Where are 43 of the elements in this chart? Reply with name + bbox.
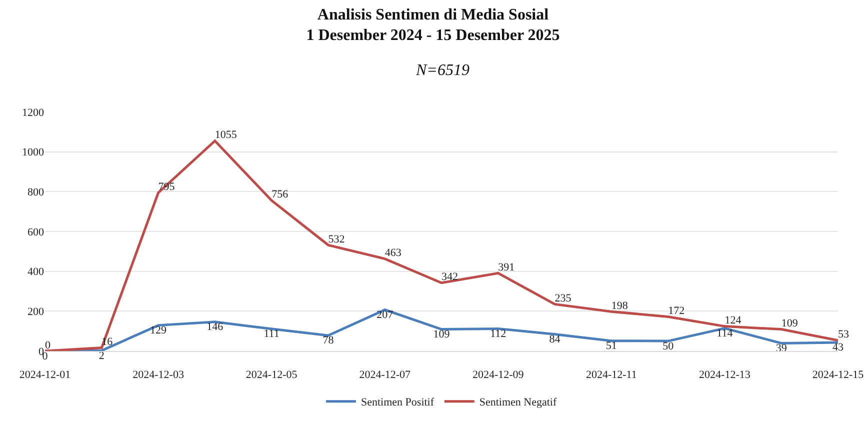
data-label: 84: [549, 334, 561, 346]
legend-label: Sentimen Positif: [361, 396, 434, 409]
data-label: 129: [150, 324, 168, 337]
y-tick-label: 1200: [22, 106, 44, 119]
data-label: 172: [668, 304, 685, 317]
x-tick-label: 2024-12-05: [246, 369, 298, 382]
data-label: 50: [662, 340, 674, 352]
x-tick-label: 2024-12-13: [699, 369, 751, 382]
data-label: 198: [611, 300, 628, 312]
data-label: 124: [724, 314, 742, 327]
data-label: 391: [498, 261, 515, 274]
x-tick-label: 2024-12-07: [359, 369, 412, 382]
data-label: 342: [442, 271, 458, 284]
chart-subtitle: N=6519: [415, 62, 470, 79]
data-label: 235: [554, 292, 572, 304]
y-tick-label: 800: [28, 186, 44, 199]
data-label: 109: [781, 318, 798, 330]
y-tick-label: 400: [28, 266, 44, 278]
data-label: 111: [264, 328, 280, 340]
x-tick-label: 2024-12-03: [132, 369, 184, 382]
data-label: 112: [490, 328, 506, 340]
legend-label: Sentimen Negatif: [479, 396, 557, 409]
data-label: 207: [376, 309, 394, 322]
data-label: 43: [832, 342, 844, 354]
y-tick-label: 1000: [22, 146, 44, 159]
data-label: 53: [838, 328, 850, 341]
chart-title: Analisis Sentimen di Media Sosial 1 Desember 2024 - 15 Desember 2025: [306, 6, 560, 44]
x-tick-label: 2024-12-11: [586, 369, 637, 382]
x-tick-label: 2024-12-15: [812, 369, 864, 382]
data-label: 532: [328, 233, 345, 246]
x-tick-label: 2024-12-01: [19, 369, 71, 382]
data-label: 1055: [214, 129, 238, 142]
data-label: 2: [98, 350, 104, 362]
data-label: 756: [272, 188, 289, 201]
data-label: 51: [606, 340, 617, 352]
data-label: 146: [206, 321, 224, 334]
y-tick-label: 600: [28, 226, 44, 238]
data-label: 114: [716, 328, 734, 340]
x-tick-label: 2024-12-09: [472, 369, 524, 382]
y-tick-label: 200: [28, 306, 44, 318]
data-label: 78: [322, 334, 334, 347]
data-label: 109: [433, 328, 450, 341]
data-label: 463: [384, 247, 402, 260]
